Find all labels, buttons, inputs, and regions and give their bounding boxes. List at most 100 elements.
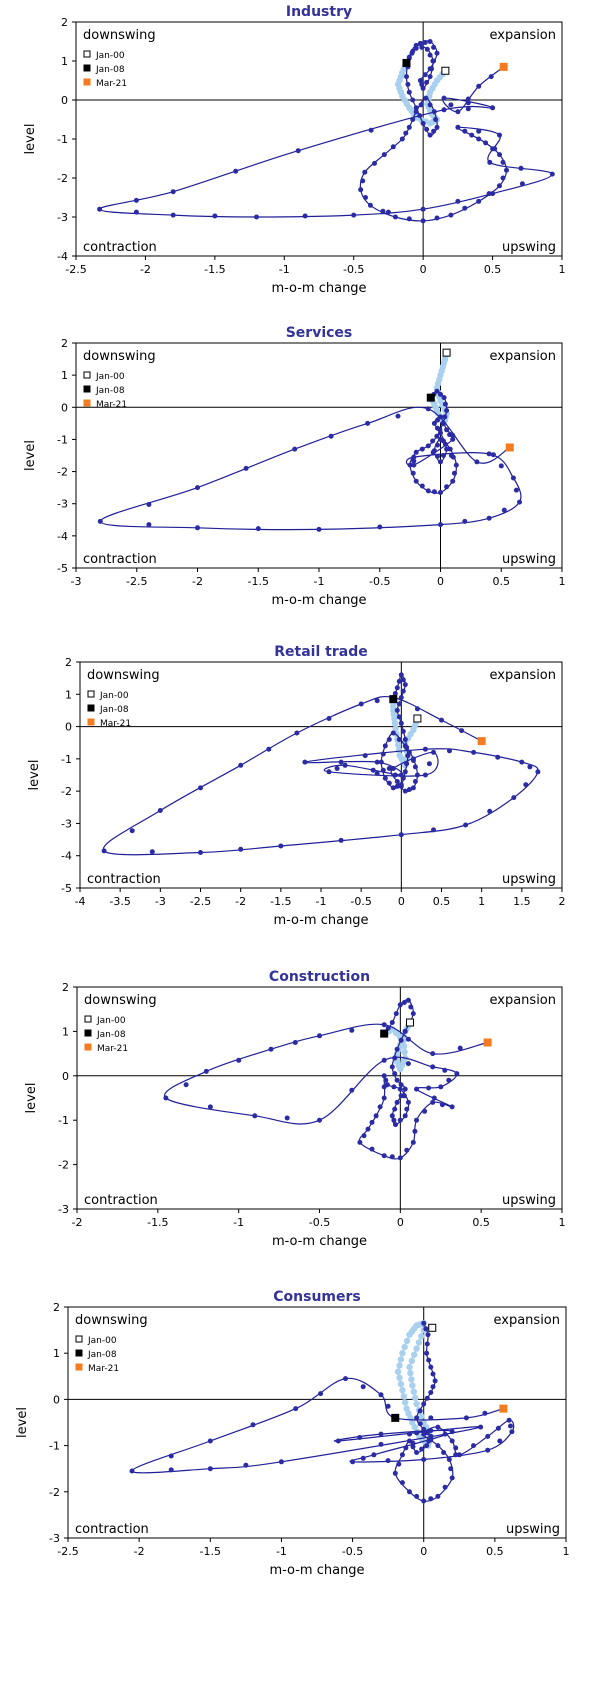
quadrant-label-expansion: expansion xyxy=(490,28,557,43)
legend-swatch xyxy=(84,1015,92,1023)
marker-jan-00 xyxy=(442,348,451,357)
data-point xyxy=(431,827,436,833)
data-point xyxy=(326,769,332,775)
data-point xyxy=(434,433,440,439)
x-tick-label: 0.5 xyxy=(484,263,502,276)
x-tick-label: -0.5 xyxy=(309,1216,330,1229)
data-point xyxy=(97,206,103,212)
data-point xyxy=(435,417,440,423)
data-point xyxy=(402,788,408,794)
data-point xyxy=(513,487,519,493)
data-point xyxy=(371,1452,377,1458)
legend-entry: Jan-08 xyxy=(95,386,125,396)
data-point xyxy=(414,772,420,778)
x-tick-label: -0.5 xyxy=(343,263,364,276)
data-point xyxy=(431,128,437,134)
data-point xyxy=(402,743,408,749)
marker-mar-21 xyxy=(483,1038,492,1047)
data-point xyxy=(422,1108,428,1114)
data-point xyxy=(453,1445,459,1451)
data-point xyxy=(435,453,440,459)
data-point xyxy=(402,1028,408,1034)
legend-swatch xyxy=(87,718,95,726)
data-point xyxy=(212,213,218,219)
data-point xyxy=(392,725,399,732)
data-point xyxy=(426,1357,432,1363)
data-point xyxy=(400,1043,408,1050)
data-point xyxy=(490,105,496,111)
plot-frame xyxy=(79,661,563,889)
data-point xyxy=(412,1128,418,1134)
data-point xyxy=(424,46,430,52)
data-point xyxy=(410,785,416,791)
chart-svg: Industry -2.5 -2 -1.5 -1 -0.5 0 0.5 1 -4 -3 -2 -1 0 1 2… xyxy=(23,4,566,296)
legend-entry: Jan-08 xyxy=(95,65,125,75)
data-point xyxy=(170,212,176,218)
data-point xyxy=(434,124,440,130)
data-point xyxy=(413,478,419,484)
data-point xyxy=(441,420,446,426)
legend-entry: Jan-00 xyxy=(95,51,125,61)
data-point xyxy=(203,1068,209,1074)
quadrant-label-expansion: expansion xyxy=(494,1313,561,1328)
data-point xyxy=(433,117,439,122)
data-point xyxy=(394,783,400,789)
data-point xyxy=(448,1466,454,1472)
data-point xyxy=(386,737,392,742)
data-point xyxy=(438,414,443,420)
data-point xyxy=(101,848,107,854)
data-point xyxy=(500,159,506,165)
data-point xyxy=(409,1382,416,1389)
data-point xyxy=(411,462,417,468)
data-point xyxy=(400,677,406,683)
y-tick-label: -2 xyxy=(57,172,68,185)
data-point xyxy=(317,1033,322,1039)
legend-swatch xyxy=(83,78,91,86)
y-tick-label: -1 xyxy=(58,1114,69,1127)
data-point xyxy=(408,1004,414,1010)
legend-swatch xyxy=(83,64,91,72)
data-point xyxy=(360,1384,366,1390)
data-point xyxy=(442,414,448,420)
y-tick-label: -5 xyxy=(61,882,72,895)
quadrant-label-upswing: upswing xyxy=(502,872,556,887)
data-point xyxy=(357,1139,363,1145)
series-recent xyxy=(97,388,522,532)
data-point xyxy=(459,728,465,734)
data-point xyxy=(497,152,502,158)
y-axis-label: level xyxy=(23,124,38,155)
data-point xyxy=(435,425,440,431)
data-point xyxy=(405,1036,411,1042)
data-point xyxy=(343,1376,348,1382)
data-point xyxy=(495,754,501,760)
plot-frame xyxy=(76,986,563,1210)
x-axis-label: m-o-m change xyxy=(269,1563,364,1578)
data-point xyxy=(426,761,432,767)
quadrant-label-upswing: upswing xyxy=(502,1193,556,1208)
data-point xyxy=(392,691,398,696)
data-point xyxy=(382,743,388,749)
quadrant-label-downswing: downswing xyxy=(83,28,156,43)
legend-entry: Jan-00 xyxy=(95,372,125,382)
x-tick-label: -2.5 xyxy=(190,895,211,908)
data-point xyxy=(430,1371,436,1377)
quadrant-label-contraction: contraction xyxy=(83,552,157,567)
data-point xyxy=(430,1384,436,1390)
data-point xyxy=(511,795,517,801)
data-point xyxy=(405,81,411,87)
data-point xyxy=(394,741,402,749)
data-point xyxy=(447,446,453,452)
data-point xyxy=(501,507,507,513)
data-point xyxy=(394,1099,400,1105)
data-point xyxy=(418,102,424,108)
data-point xyxy=(454,1071,460,1077)
data-point xyxy=(410,97,416,103)
data-point xyxy=(448,453,454,458)
data-point xyxy=(385,1458,391,1464)
data-point xyxy=(476,198,482,204)
x-tick-label: -4 xyxy=(75,895,86,908)
data-point xyxy=(485,1433,491,1439)
data-point xyxy=(418,1413,425,1420)
data-point xyxy=(207,1104,213,1110)
data-point xyxy=(362,169,368,175)
